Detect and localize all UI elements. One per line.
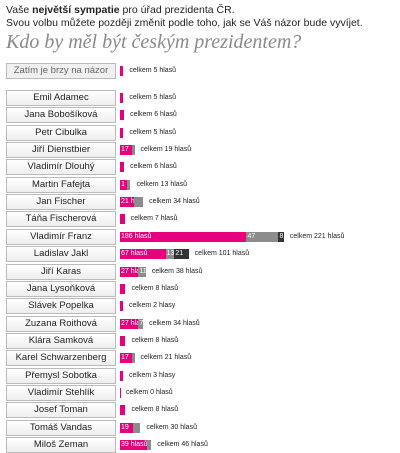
option-button[interactable]: Karel Schwarzenberg [6,350,116,367]
option-button[interactable]: Zatím je brzy na názor [6,63,116,79]
poll-title: Kdo by měl být českým prezidentem? [6,31,302,53]
total-votes: celkem 6 hlasů [130,111,177,119]
vote-bar [120,93,124,103]
option-button[interactable]: Josef Toman [6,402,116,419]
vote-bar: 17 [120,145,132,156]
vote-bar: 13 [165,249,175,260]
option-button[interactable]: Jana Bobošíková [6,107,116,124]
total-votes: celkem 101 hlasů [194,250,250,258]
option-button[interactable]: Zuzana Roithová [6,315,116,332]
option-button[interactable]: Ladislav Jakl [6,246,116,263]
total-votes: celkem 5 hlasů [129,94,177,101]
option-button[interactable]: Petr Cibulka [6,124,116,141]
total-votes: celkem 3 hlasy [129,371,176,379]
option-button[interactable]: Miloš Zeman [6,437,116,453]
total-votes: celkem 5 hlasů [129,67,177,74]
option-button[interactable]: Přemysl Sobotka [6,367,116,384]
vote-bar: 7 [138,318,144,329]
option-button[interactable]: Jiří Dienstbier [6,142,116,159]
vote-bar: 19 [120,422,133,433]
vote-bar [131,145,135,156]
vote-bar: 67 hlasů [120,249,166,260]
vote-bar [120,387,121,398]
vote-bar: 1 [120,179,128,190]
vote-bar [132,422,141,433]
vote-bar: 39 hlasů [120,440,147,450]
vote-bar [120,335,126,346]
vote-bar: 21 h [120,197,135,208]
option-button[interactable]: Jana Lysoňková [6,280,116,297]
option-button[interactable]: Vladimír Dlouhý [6,159,116,176]
total-votes: celkem 7 hlasů [130,215,178,223]
total-votes: celkem 21 hlasů [140,354,192,362]
option-button[interactable]: Vladimír Stehlík [6,384,116,401]
total-votes: celkem 8 hlasů [131,336,179,344]
page: Vaše největší sympatie pro úřad preziden… [6,4,363,453]
intro-line: Svou volbu můžete později změnit podle t… [6,17,363,29]
text: pro úřad prezidenta ČR. [122,4,235,16]
total-votes: celkem 8 hlasů [131,284,179,292]
option-button[interactable]: Emil Adamec [6,90,116,106]
option-button[interactable]: Klára Samková [6,332,116,349]
total-votes: celkem 13 hlasů [136,180,188,188]
option-button[interactable]: Jan Fischer [6,194,116,211]
vote-bar [120,370,123,381]
text: Vaše [6,4,30,16]
vote-bar: 27 hla [120,266,139,277]
vote-bar [120,66,124,76]
option-button[interactable]: Martin Fafejta [6,176,116,193]
total-votes: celkem 34 hlasů [149,198,200,206]
total-votes: celkem 6 hlasů [130,163,177,171]
vote-bar: 11 [138,266,146,277]
total-votes: celkem 5 hlasů [129,128,177,136]
total-votes: celkem 38 hlasů [151,267,203,275]
total-votes: celkem 2 hlasy [129,302,176,310]
vote-bar: 47 [246,231,279,242]
total-votes: celkem 34 hlasů [149,319,200,327]
total-votes: celkem 221 hlasů [289,232,345,240]
vote-bar: 27 hla [120,318,139,329]
option-button[interactable]: Jiří Karas [6,263,116,280]
option-button[interactable]: Táňa Fischerová [6,211,116,228]
intro-line: Vaše největší sympatie pro úřad preziden… [6,4,235,16]
vote-bar [120,405,126,416]
vote-bar [120,162,125,173]
vote-bar [131,353,135,364]
vote-bar: 21 [174,249,189,260]
vote-bar [120,127,124,138]
vote-bar: 8 [278,231,284,242]
total-votes: celkem 0 hlasů [126,388,173,396]
vote-bar: 186 hlasů [120,231,247,242]
vote-bar [120,110,125,121]
option-button[interactable]: Vladimír Franz [6,228,116,245]
bold-text: největší sympatie [32,4,120,16]
vote-bar [120,283,126,294]
option-button[interactable]: Slávek Popelka [6,298,116,315]
vote-bar [134,197,144,208]
option-button[interactable]: Tomáš Vandas [6,419,116,436]
total-votes: celkem 46 hlasů [157,441,208,448]
total-votes: celkem 30 hlasů [146,423,197,431]
vote-bar [146,440,152,450]
vote-bar [120,214,125,225]
vote-bar: 17 [120,353,132,364]
vote-bar [120,301,123,312]
total-votes: celkem 19 hlasů [140,146,192,154]
total-votes: celkem 8 hlasů [131,406,179,414]
vote-bar [127,179,131,190]
